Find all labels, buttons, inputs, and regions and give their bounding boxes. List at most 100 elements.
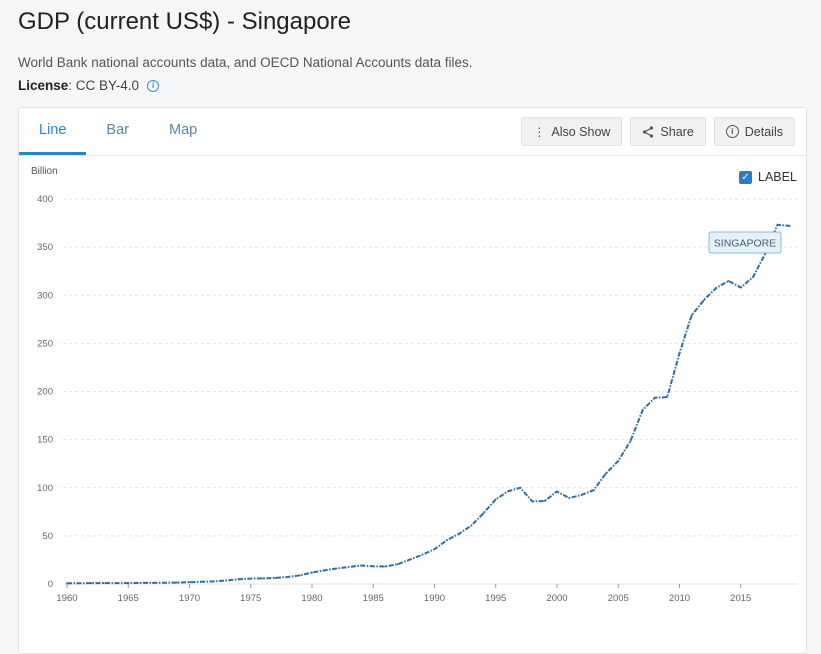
line-chart: Billion 0 50 100 150 200 250 300 350 400 1960 1965 1… (31, 166, 798, 604)
data-point (752, 276, 754, 279)
x-tick-label: 1965 (118, 593, 139, 604)
x-tick-label: 1995 (485, 593, 506, 604)
data-point (641, 408, 644, 411)
data-point (347, 566, 350, 568)
y-tick-label: 250 (37, 338, 53, 349)
x-tick-label: 1960 (56, 593, 77, 604)
data-point (372, 565, 375, 568)
data-point (396, 563, 399, 566)
data-point (470, 524, 473, 527)
data-point (262, 577, 264, 580)
x-tick-label: 1985 (363, 593, 384, 604)
tab-divider (19, 155, 806, 156)
data-point (139, 582, 142, 584)
data-point (433, 548, 436, 551)
data-point (323, 569, 326, 572)
data-point (286, 576, 289, 578)
data-point (788, 224, 791, 227)
x-tick-label: 1975 (240, 593, 261, 604)
series-line (66, 223, 790, 585)
data-point (188, 581, 191, 584)
data-point (629, 440, 632, 442)
data-point (654, 396, 656, 399)
data-point (739, 286, 742, 289)
data-point (409, 558, 411, 561)
data-point (458, 532, 460, 535)
label-toggle-text: LABEL (758, 170, 797, 184)
data-point (274, 577, 277, 579)
data-point (690, 314, 693, 316)
y-tick-label: 350 (37, 242, 53, 253)
details-button[interactable]: i Details (713, 117, 795, 146)
data-point (213, 580, 215, 583)
x-tick-label: 2005 (608, 593, 629, 604)
toolbar: ⋮ Also Show Share i Details (521, 117, 795, 146)
license-row: License : CC BY-4.0 i (18, 78, 160, 93)
data-point (311, 571, 313, 574)
data-point (237, 578, 240, 581)
data-point (543, 500, 546, 502)
data-point (605, 472, 607, 475)
share-button[interactable]: Share (630, 117, 706, 146)
data-point (176, 581, 179, 584)
data-point (90, 582, 93, 585)
data-point (482, 512, 485, 515)
data-point (617, 460, 620, 462)
x-tick-label: 1980 (301, 593, 322, 604)
data-point (494, 498, 497, 501)
y-tick-label: 150 (37, 435, 53, 446)
data-point (335, 567, 338, 570)
info-circle-icon: i (725, 125, 739, 138)
data-point (776, 223, 779, 226)
label-checkbox[interactable]: ✓ (739, 170, 752, 184)
data-point (556, 490, 558, 493)
data-point (568, 497, 571, 499)
data-point (703, 299, 705, 301)
license-label: License (18, 78, 69, 93)
data-point (580, 494, 583, 496)
source-text: World Bank national accounts data, and O… (18, 55, 473, 70)
data-point (151, 581, 154, 584)
data-point (66, 582, 68, 585)
also-show-label: Also Show (551, 124, 611, 139)
share-label: Share (660, 124, 694, 139)
y-axis-label: Billion (31, 166, 58, 177)
info-icon[interactable]: i (147, 79, 160, 92)
x-tick-label: 2010 (669, 593, 690, 604)
details-label: Details (744, 124, 783, 139)
data-point (507, 490, 509, 493)
also-show-button[interactable]: ⋮ Also Show (521, 117, 623, 146)
more-vertical-icon: ⋮ (533, 124, 546, 139)
data-point (445, 539, 448, 542)
y-tick-label: 300 (37, 290, 53, 301)
tab-line[interactable]: Line (19, 108, 87, 155)
data-point (200, 580, 203, 583)
data-point (78, 582, 81, 585)
y-tick-label: 50 (42, 531, 53, 542)
x-tick-label: 2015 (730, 593, 751, 604)
data-point (715, 287, 718, 289)
data-point (249, 577, 252, 580)
y-tick-label: 200 (37, 387, 53, 398)
data-point (102, 582, 105, 584)
y-tick-label: 400 (37, 194, 53, 205)
data-point (519, 486, 522, 489)
series-label-text: SINGAPORE (714, 238, 776, 250)
data-point (384, 565, 387, 568)
x-tick-label: 1970 (179, 593, 200, 604)
data-point (666, 396, 669, 398)
data-point (298, 574, 301, 577)
label-toggle[interactable]: ✓ LABEL (739, 170, 797, 184)
tab-bar[interactable]: Bar (106, 122, 129, 138)
x-tick-label: 1990 (424, 593, 445, 604)
data-point (127, 582, 130, 584)
tab-map[interactable]: Map (169, 122, 198, 138)
data-point (678, 352, 681, 355)
data-point (421, 553, 424, 556)
license-value: : CC BY-4.0 (68, 78, 140, 93)
data-point (164, 581, 166, 584)
page-title: GDP (current US$) - Singapore (18, 8, 352, 35)
data-point (531, 500, 534, 503)
share-icon (643, 125, 654, 138)
data-point (115, 582, 117, 585)
